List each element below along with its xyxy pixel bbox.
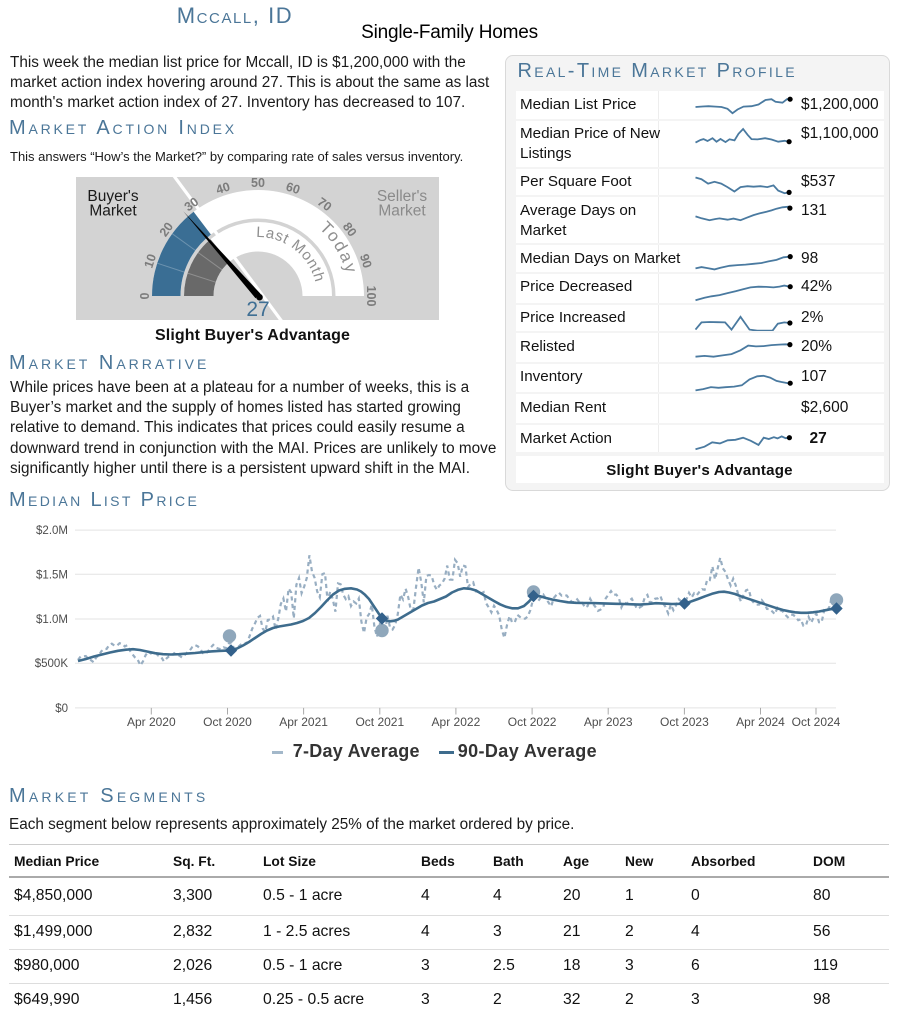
svg-text:Market: Market <box>89 203 137 220</box>
svg-text:$1.5M: $1.5M <box>36 569 68 581</box>
svg-text:80: 80 <box>340 220 360 240</box>
svg-text:90: 90 <box>357 252 375 270</box>
svg-text:Oct 2022: Oct 2022 <box>508 715 557 729</box>
svg-text:50: 50 <box>251 177 265 190</box>
svg-text:40: 40 <box>214 180 232 198</box>
svg-text:$500K: $500K <box>35 658 69 670</box>
svg-text:Seller's: Seller's <box>377 188 428 205</box>
svg-text:$2.0M: $2.0M <box>36 525 68 537</box>
svg-text:70: 70 <box>315 195 335 215</box>
svg-text:20: 20 <box>157 220 177 240</box>
svg-text:27: 27 <box>246 298 269 320</box>
svg-text:Oct 2024: Oct 2024 <box>792 715 841 729</box>
svg-text:Apr 2020: Apr 2020 <box>127 715 176 729</box>
svg-text:Apr 2022: Apr 2022 <box>432 715 481 729</box>
svg-text:Oct 2020: Oct 2020 <box>203 715 252 729</box>
svg-text:Oct 2023: Oct 2023 <box>660 715 709 729</box>
svg-text:10: 10 <box>142 252 160 270</box>
svg-text:$0: $0 <box>55 703 68 715</box>
svg-text:$1.0M: $1.0M <box>36 614 68 626</box>
svg-text:Apr 2023: Apr 2023 <box>584 715 633 729</box>
svg-text:Oct 2021: Oct 2021 <box>355 715 404 729</box>
svg-text:60: 60 <box>284 180 302 198</box>
svg-text:30: 30 <box>182 195 202 215</box>
svg-text:Apr 2024: Apr 2024 <box>736 715 785 729</box>
svg-text:Buyer's: Buyer's <box>87 188 138 205</box>
svg-text:Apr 2021: Apr 2021 <box>279 715 328 729</box>
svg-text:Market: Market <box>378 203 426 220</box>
svg-text:0: 0 <box>138 292 152 299</box>
svg-text:100: 100 <box>364 286 378 307</box>
